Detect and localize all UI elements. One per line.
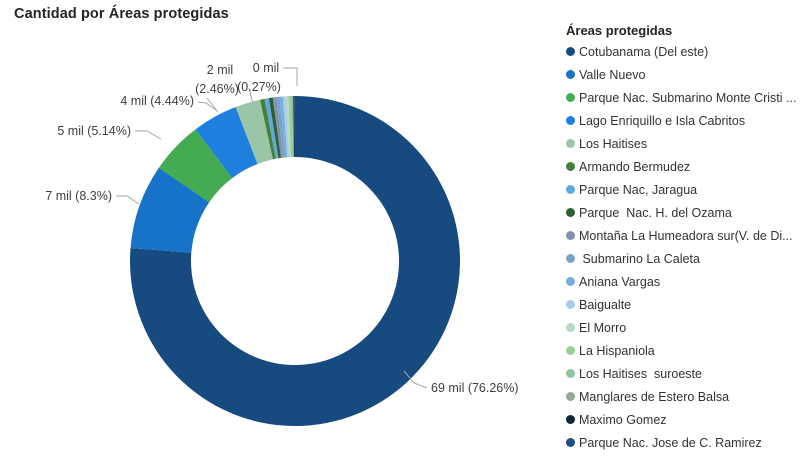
donut-slice-12[interactable]: [285, 96, 291, 158]
legend-swatch-icon: [566, 185, 575, 194]
donut-slice-15[interactable]: [292, 96, 294, 158]
legend-item-label: Parque Nac, Jaragua: [579, 182, 698, 197]
leader-line-0: [403, 370, 428, 389]
donut-slice-1[interactable]: [130, 167, 210, 253]
legend-item-15[interactable]: Manglares de Estero Balsa: [566, 385, 810, 408]
legend-item-label: La Hispaniola: [579, 343, 655, 358]
legend-title: Áreas protegidas: [566, 23, 673, 38]
donut-slice-13[interactable]: [288, 96, 293, 158]
legend-items: Cotubanama (Del este) Valle Nuevo Parque N…: [566, 40, 810, 454]
data-label-12-pct: (0.27%): [237, 80, 281, 94]
data-label-4-value: 2 mil: [207, 63, 233, 77]
legend-item-5[interactable]: Armando Bermudez: [566, 155, 810, 178]
leader-line-1: [116, 195, 140, 205]
legend-item-label: Manglares de Estero Balsa: [579, 389, 730, 404]
legend-item-8[interactable]: Montaña La Humeadora sur(V. de Di...: [566, 224, 810, 247]
legend-item-label: Maximo Gomez: [579, 412, 667, 427]
leader-line-12-b: [248, 87, 254, 105]
donut-slice-6[interactable]: [264, 98, 279, 159]
legend-swatch-icon: [566, 47, 575, 56]
data-label-4-pct: (2.46%): [195, 82, 239, 96]
legend-swatch-icon: [566, 277, 575, 286]
legend-swatch-icon: [566, 208, 575, 217]
donut-slice-5[interactable]: [260, 98, 276, 160]
legend-swatch-icon: [566, 415, 575, 424]
legend-swatch-icon: [566, 116, 575, 125]
legend-item-label: El Morro: [579, 320, 627, 335]
leader-line-3: [197, 101, 217, 111]
legend-item-1[interactable]: Valle Nuevo: [566, 63, 810, 86]
chart-title: Cantidad por Áreas protegidas: [14, 6, 229, 22]
legend-item-label: Cotubanama (Del este): [579, 44, 709, 59]
legend-swatch-icon: [566, 300, 575, 309]
legend-item-0[interactable]: Cotubanama (Del este): [566, 40, 810, 63]
data-label-0: 69 mil (76.26%): [431, 381, 519, 395]
legend-item-2[interactable]: Parque Nac. Submarino Monte Cristi ...: [566, 86, 810, 109]
legend-item-label: Los Haitises: [579, 136, 648, 151]
legend-item-label: Armando Bermudez: [579, 159, 691, 174]
donut-slice-0[interactable]: [129, 96, 460, 426]
legend-swatch-icon: [566, 93, 575, 102]
legend-item-label: Submarino La Caleta: [579, 251, 700, 266]
donut-chart: 69 mil (76.26%) 7 mil (8.3%) 5 mil (5.14%)…: [45, 61, 519, 426]
data-label-2: 5 mil (5.14%): [57, 124, 131, 138]
data-label-3: 4 mil (4.44%): [120, 94, 194, 108]
donut-slice-2[interactable]: [158, 129, 233, 203]
legend-item-14[interactable]: Los Haitises suroeste: [566, 362, 810, 385]
legend-item-label: Parque Nac. Submarino Monte Cristi ...: [579, 90, 797, 105]
legend-item-label: Baigualte: [579, 297, 632, 312]
legend-item-16[interactable]: Maximo Gomez: [566, 408, 810, 431]
legend-swatch-icon: [566, 369, 575, 378]
legend-item-label: Parque Nac. Jose de C. Ramirez: [579, 435, 762, 450]
legend-item-11[interactable]: Baigualte: [566, 293, 810, 316]
legend-swatch-icon: [566, 162, 575, 171]
data-label-1: 7 mil (8.3%): [45, 189, 112, 203]
donut-slice-14[interactable]: [290, 96, 294, 158]
donut-slices: [129, 96, 460, 426]
legend-swatch-icon: [566, 231, 575, 240]
legend-item-7[interactable]: Parque Nac. H. del Ozama: [566, 201, 810, 224]
legend-swatch-icon: [566, 70, 575, 79]
legend-swatch-icon: [566, 139, 575, 148]
donut-slice-11[interactable]: [282, 96, 290, 158]
legend-swatch-icon: [566, 254, 575, 263]
legend: Áreas protegidas Cotubanama (Del este) Va…: [566, 24, 810, 454]
donut-slice-17[interactable]: [294, 96, 295, 158]
legend-item-label: Valle Nuevo: [579, 67, 646, 82]
donut-slice-16[interactable]: [293, 96, 295, 158]
legend-swatch-icon: [566, 323, 575, 332]
legend-item-4[interactable]: Los Haitises: [566, 132, 810, 155]
legend-item-label: Los Haitises suroeste: [579, 366, 702, 381]
donut-slice-10[interactable]: [279, 96, 288, 158]
legend-item-3[interactable]: Lago Enriquillo e Isla Cabritos: [566, 109, 810, 132]
donut-slice-8[interactable]: [272, 97, 284, 158]
data-label-12-value: 0 mil: [253, 61, 279, 75]
legend-item-17[interactable]: Parque Nac. Jose de C. Ramirez: [566, 431, 810, 454]
legend-item-10[interactable]: Aniana Vargas: [566, 270, 810, 293]
legend-item-9[interactable]: Submarino La Caleta: [566, 247, 810, 270]
legend-swatch-icon: [566, 438, 575, 447]
legend-item-label: Aniana Vargas: [579, 274, 661, 289]
legend-swatch-icon: [566, 346, 575, 355]
legend-swatch-icon: [566, 392, 575, 401]
legend-item-label: Parque Nac. H. del Ozama: [579, 205, 732, 220]
legend-item-13[interactable]: La Hispaniola: [566, 339, 810, 362]
donut-callouts: 69 mil (76.26%) 7 mil (8.3%) 5 mil (5.14%)…: [45, 61, 518, 395]
legend-item-6[interactable]: Parque Nac, Jaragua: [566, 178, 810, 201]
legend-item-12[interactable]: El Morro: [566, 316, 810, 339]
legend-item-label: Lago Enriquillo e Isla Cabritos: [579, 113, 746, 128]
donut-slice-9[interactable]: [276, 96, 286, 158]
donut-slice-7[interactable]: [268, 97, 281, 159]
donut-slice-3[interactable]: [195, 107, 258, 179]
donut-slice-4[interactable]: [235, 99, 273, 164]
legend-item-label: Montaña La Humeadora sur(V. de Di...: [579, 228, 793, 243]
leader-line-12: [283, 67, 298, 86]
leader-line-4: [206, 97, 219, 113]
leader-line-2: [135, 130, 162, 140]
